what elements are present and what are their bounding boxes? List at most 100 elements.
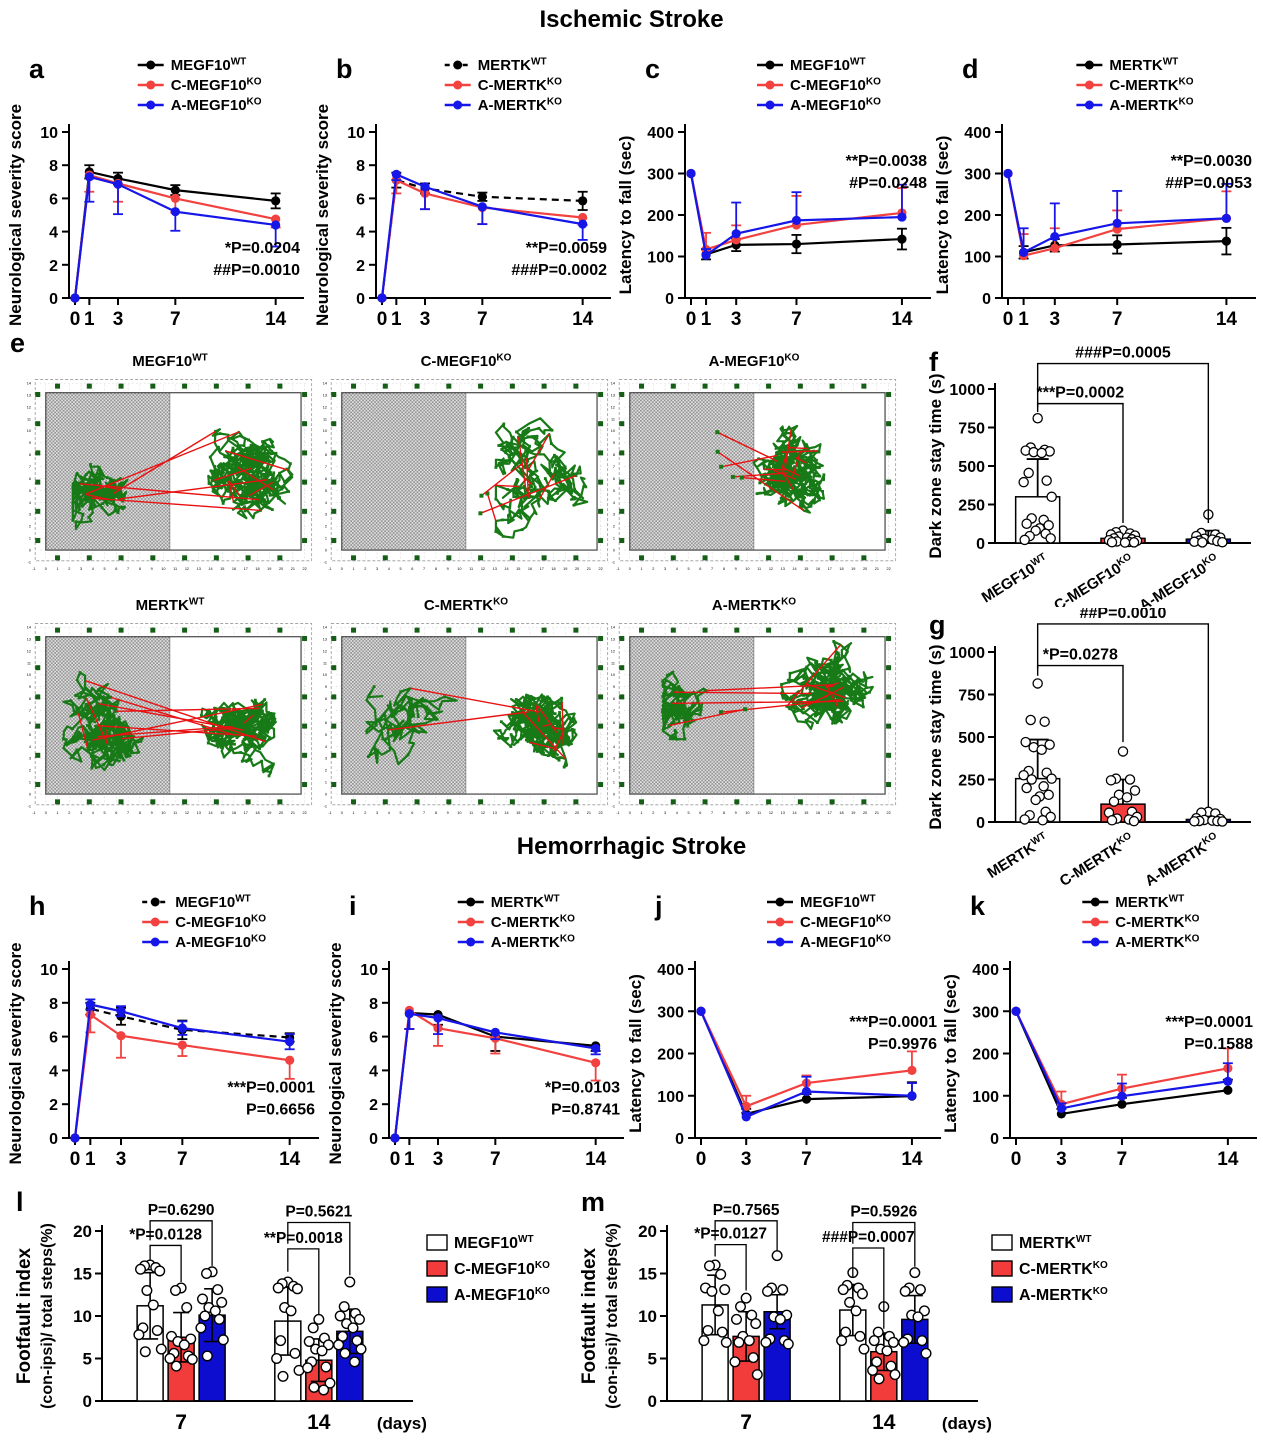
significance-brackets: *P=0.0127 P=0.7565 ###P=0.0007 P=0.5926 — [694, 1202, 918, 1329]
svg-text:14: 14 — [208, 567, 212, 571]
svg-text:C-MERTKKO: C-MERTKKO — [424, 596, 508, 614]
svg-text:1: 1 — [352, 811, 354, 815]
svg-text:C-MERTKKO: C-MERTKKO — [491, 913, 575, 931]
svg-text:13: 13 — [493, 811, 497, 815]
svg-text:0: 0 — [665, 291, 674, 308]
axes: 0 250 500 750 1000 — [949, 382, 1251, 553]
svg-text:1: 1 — [29, 781, 31, 785]
svg-text:4: 4 — [29, 501, 31, 505]
svg-text:0: 0 — [325, 792, 327, 796]
svg-text:j: j — [654, 891, 663, 921]
svg-text:14: 14 — [901, 1149, 923, 1170]
svg-text:MEGF10WT: MEGF10WT — [978, 551, 1051, 606]
svg-text:P=0.5926: P=0.5926 — [850, 1204, 917, 1221]
legend: MEGF10WT C-MEGF10KO A-MEGF10KO — [767, 893, 891, 951]
transit-lines — [478, 433, 577, 522]
svg-text:400: 400 — [657, 962, 684, 979]
svg-text:0: 0 — [341, 811, 343, 815]
svg-text:6: 6 — [115, 567, 117, 571]
svg-text:1: 1 — [352, 567, 354, 571]
svg-text:3: 3 — [433, 1149, 444, 1170]
svg-text:A-MEGF10KO: A-MEGF10KO — [709, 352, 800, 370]
svg-text:10: 10 — [161, 811, 165, 815]
svg-text:21: 21 — [291, 567, 295, 571]
chart-k: 0 100 200 300 400 0 3 7 14 Latency to fall (sec) M… — [941, 891, 1257, 1170]
svg-text:200: 200 — [647, 208, 674, 225]
svg-text:0: 0 — [976, 815, 985, 832]
scatter-points — [133, 1259, 367, 1396]
svg-text:Latency to fall (sec): Latency to fall (sec) — [933, 136, 952, 295]
svg-text:6: 6 — [49, 191, 58, 208]
svg-text:2: 2 — [364, 567, 366, 571]
svg-text:8: 8 — [139, 567, 141, 571]
scatter-points — [698, 1250, 932, 1385]
svg-text:0: 0 — [629, 811, 631, 815]
svg-text:4: 4 — [676, 811, 678, 815]
border-markers — [619, 627, 892, 805]
svg-text:P=0.7565: P=0.7565 — [713, 1202, 780, 1219]
series-MEGF10-WT — [70, 164, 281, 303]
track-plot-e1: MEGF10WT-1 0 1 2 3 4 5 6 7 8 9 10 11 12 13 14 15 16 17 18 19… — [27, 352, 313, 571]
svg-text:1: 1 — [640, 811, 642, 815]
svg-text:12: 12 — [481, 811, 485, 815]
svg-text:11: 11 — [173, 567, 177, 571]
svg-text:8: 8 — [613, 697, 615, 701]
svg-text:4: 4 — [356, 225, 365, 242]
arena — [618, 379, 897, 562]
svg-text:2: 2 — [49, 258, 58, 275]
svg-text:3: 3 — [116, 1149, 127, 1170]
svg-text:15: 15 — [638, 1265, 657, 1284]
series-A-MERTK-KO — [390, 1009, 601, 1143]
axes: 0 5 10 15 20 — [638, 1222, 978, 1411]
svg-text:100: 100 — [964, 250, 991, 267]
svg-text:9: 9 — [735, 811, 737, 815]
svg-text:17: 17 — [828, 567, 832, 571]
svg-text:3: 3 — [731, 309, 742, 330]
svg-text:6: 6 — [613, 477, 615, 481]
panel-j-latency-megf10-hemorrhagic: 0 100 200 300 400 0 3 7 14 Latency to fall (sec) M… — [625, 885, 947, 1180]
svg-text:-1: -1 — [324, 804, 327, 808]
svg-text:MERTKWT: MERTKWT — [984, 830, 1052, 882]
stats-text: ***P=0.0001 P=0.1588 — [1165, 1014, 1253, 1053]
svg-text:11: 11 — [611, 661, 615, 665]
svg-text:18: 18 — [551, 567, 555, 571]
svg-text:9: 9 — [151, 567, 153, 571]
svg-text:9: 9 — [29, 441, 31, 445]
transit-lines — [715, 428, 818, 512]
svg-text:-1: -1 — [32, 811, 35, 815]
svg-text:500: 500 — [958, 459, 985, 476]
svg-text:14: 14 — [792, 567, 796, 571]
svg-text:18: 18 — [839, 567, 843, 571]
svg-text:11: 11 — [27, 661, 31, 665]
svg-text:9: 9 — [325, 685, 327, 689]
svg-text:14: 14 — [323, 382, 327, 386]
svg-text:*P=0.0128: *P=0.0128 — [129, 1226, 202, 1243]
svg-text:6: 6 — [411, 811, 413, 815]
svg-text:13: 13 — [197, 811, 201, 815]
svg-text:1: 1 — [325, 537, 327, 541]
stats-text: **P=0.0059 ###P=0.0002 — [511, 240, 607, 279]
svg-text:17: 17 — [540, 811, 544, 815]
svg-text:2: 2 — [369, 1097, 378, 1114]
series-A-MEGF10-KO — [686, 168, 907, 260]
svg-text:(days): (days) — [377, 1414, 427, 1433]
svg-text:MERTKWT: MERTKWT — [136, 596, 205, 614]
svg-text:C-MERTKKO: C-MERTKKO — [1109, 76, 1193, 94]
svg-text:17: 17 — [244, 811, 248, 815]
svg-text:250: 250 — [958, 773, 985, 790]
svg-text:Latency to fall (sec): Latency to fall (sec) — [941, 974, 960, 1133]
svg-text:10: 10 — [347, 125, 365, 142]
svg-text:9: 9 — [735, 567, 737, 571]
svg-text:19: 19 — [267, 811, 271, 815]
svg-text:MERTKWT: MERTKWT — [478, 56, 547, 74]
svg-text:100: 100 — [657, 1089, 684, 1106]
panel-f-darkzone-megf10: 0 250 500 750 1000 Dark zone stay time (s) ###… — [925, 345, 1263, 607]
group-labels: 7 14 (days) — [740, 1411, 992, 1434]
panel-e-track-a-megf10-ko: A-MEGF10KO -1 0 1 2 3 4 5 6 7 8 9 10 11 12 13 14 15 16 17 18… — [606, 352, 902, 592]
svg-text:7: 7 — [613, 465, 615, 469]
svg-text:MEGF10WT: MEGF10WT — [171, 56, 247, 74]
stats-text: *P=0.0204 ##P=0.0010 — [213, 240, 300, 279]
svg-text:A-MERTKKO: A-MERTKKO — [1019, 1286, 1108, 1304]
